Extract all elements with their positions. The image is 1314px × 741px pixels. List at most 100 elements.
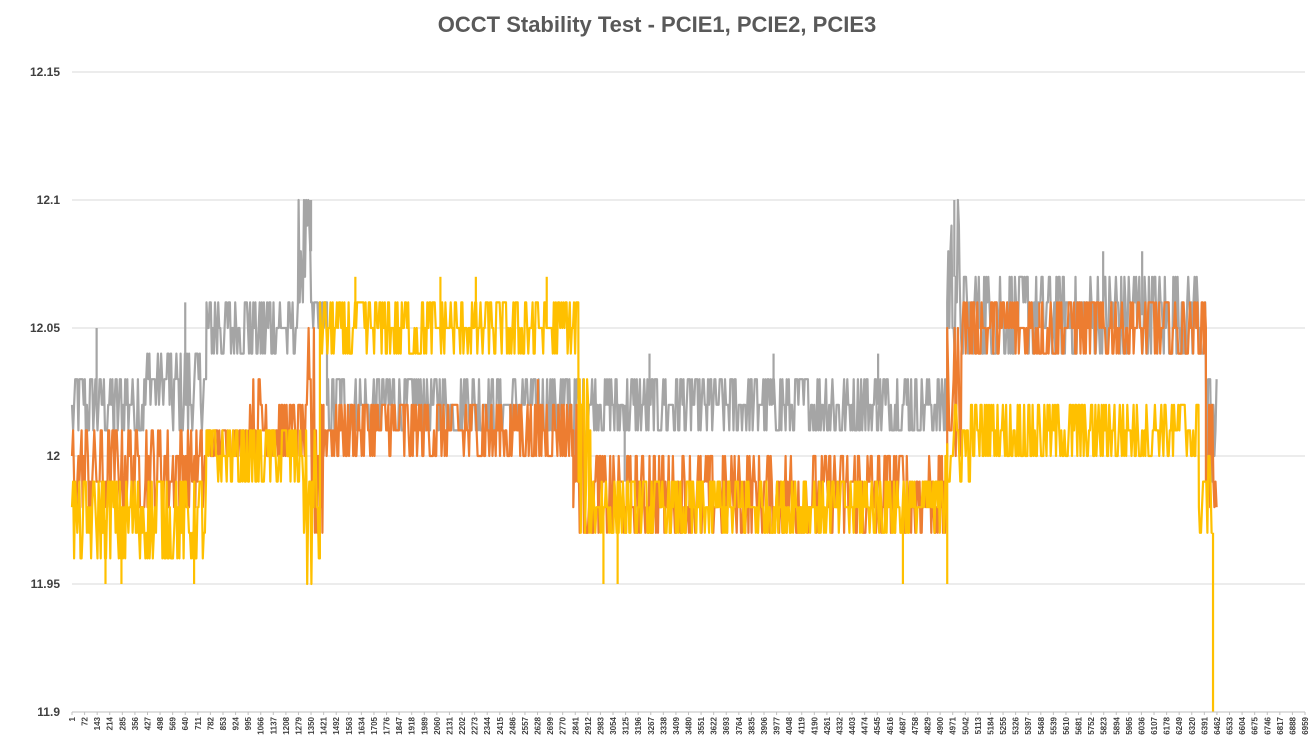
y-tick-label: 12.15	[30, 65, 60, 79]
x-tick-label: 1492	[332, 716, 341, 734]
x-tick-label: 6178	[1163, 716, 1172, 734]
x-tick-label: 4261	[823, 716, 832, 734]
x-tick-label: 2202	[458, 716, 467, 734]
series-2-line	[70, 301, 1218, 534]
x-tick-label: 427	[143, 716, 152, 730]
x-tick-label: 924	[232, 716, 241, 730]
x-tick-label: 2628	[534, 716, 543, 734]
x-tick-label: 6107	[1150, 716, 1159, 734]
x-tick-label: 6675	[1251, 716, 1260, 734]
x-tick-label: 3125	[622, 716, 631, 734]
x-tick-label: 569	[169, 716, 178, 730]
x-tick-label: 995	[244, 716, 253, 730]
x-tick-label: 5184	[986, 716, 995, 734]
x-tick-label: 4687	[898, 716, 907, 734]
x-tick-label: 2770	[559, 716, 568, 734]
x-tick-label: 5042	[961, 716, 970, 734]
x-tick-label: 4971	[949, 716, 958, 734]
x-tick-label: 5894	[1112, 716, 1121, 734]
x-tick-label: 1918	[408, 716, 417, 734]
x-tick-label: 2699	[546, 716, 555, 734]
y-tick-label: 11.95	[31, 577, 61, 591]
x-tick-label: 3196	[634, 716, 643, 734]
x-tick-label: 4048	[785, 716, 794, 734]
x-tick-label: 143	[93, 716, 102, 730]
y-tick-label: 12.1	[37, 193, 61, 207]
x-tick-label: 3409	[672, 716, 681, 734]
x-tick-label: 498	[156, 716, 165, 730]
x-tick-label: 6817	[1276, 716, 1285, 734]
x-tick-label: 1705	[370, 716, 379, 734]
x-tick-label: 2415	[496, 716, 505, 734]
x-tick-label: 5823	[1100, 716, 1109, 734]
x-tick-label: 2344	[483, 716, 492, 734]
x-tick-label: 6391	[1200, 716, 1209, 734]
x-tick-label: 3551	[697, 716, 706, 734]
x-tick-label: 1989	[420, 716, 429, 734]
x-tick-label: 285	[118, 716, 127, 730]
y-tick-label: 12	[47, 449, 61, 463]
x-tick-label: 5397	[1024, 716, 1033, 734]
x-tick-label: 2060	[433, 716, 442, 734]
x-tick-label: 72	[81, 716, 90, 725]
x-tick-label: 2557	[521, 716, 530, 734]
x-tick-label: 1	[68, 716, 77, 721]
x-tick-label: 5326	[1012, 716, 1021, 734]
x-tick-label: 214	[106, 716, 115, 730]
x-tick-label: 6036	[1137, 716, 1146, 734]
x-tick-label: 2131	[445, 716, 454, 734]
x-tick-label: 1066	[257, 716, 266, 734]
x-tick-label: 3054	[609, 716, 618, 734]
x-tick-label: 6462	[1213, 716, 1222, 734]
x-tick-label: 2983	[596, 716, 605, 734]
x-tick-label: 6746	[1263, 716, 1272, 734]
x-tick-label: 1279	[294, 716, 303, 734]
x-tick-label: 4332	[835, 716, 844, 734]
x-tick-label: 6888	[1288, 716, 1297, 734]
x-axis-tick-labels: 1 72 143 214 285 356 427 498 569 640 711 782 853 924 9…	[68, 712, 1310, 735]
x-tick-label: 5113	[974, 716, 983, 734]
x-tick-label: 3622	[710, 716, 719, 734]
x-tick-label: 5965	[1125, 716, 1134, 734]
x-tick-label: 6959	[1301, 716, 1310, 734]
x-tick-label: 3906	[760, 716, 769, 734]
x-tick-label: 4900	[936, 716, 945, 734]
x-tick-label: 1776	[383, 716, 392, 734]
x-tick-label: 1563	[345, 716, 354, 734]
x-tick-label: 640	[181, 716, 190, 730]
x-tick-label: 782	[206, 716, 215, 730]
x-tick-label: 2912	[584, 716, 593, 734]
x-tick-label: 4403	[848, 716, 857, 734]
y-tick-label: 11.9	[37, 705, 60, 719]
x-tick-label: 4758	[911, 716, 920, 734]
x-tick-label: 2841	[571, 716, 580, 734]
x-tick-label: 2486	[508, 716, 517, 734]
x-tick-label: 4190	[810, 716, 819, 734]
x-tick-label: 3835	[747, 716, 756, 734]
chart-title: OCCT Stability Test - PCIE1, PCIE2, PCIE…	[438, 12, 876, 37]
x-tick-label: 5255	[999, 716, 1008, 734]
x-tick-label: 5752	[1087, 716, 1096, 734]
x-tick-label: 356	[131, 716, 140, 730]
x-tick-label: 6249	[1175, 716, 1184, 734]
x-tick-label: 6604	[1238, 716, 1247, 734]
x-tick-label: 1847	[395, 716, 404, 734]
x-tick-label: 3977	[773, 716, 782, 734]
x-tick-label: 2273	[471, 716, 480, 734]
x-tick-label: 5610	[1062, 716, 1071, 734]
x-tick-label: 5539	[1049, 716, 1058, 734]
series-3-line	[70, 301, 1213, 586]
x-tick-label: 1634	[357, 716, 366, 734]
x-tick-label: 6320	[1188, 716, 1197, 734]
x-tick-label: 4829	[924, 716, 933, 734]
x-tick-label: 4119	[798, 716, 807, 734]
x-tick-label: 4545	[873, 716, 882, 734]
x-tick-label: 6533	[1226, 716, 1235, 734]
x-tick-label: 4616	[886, 716, 895, 734]
x-tick-label: 1137	[269, 716, 278, 734]
y-tick-label: 12.05	[30, 321, 60, 335]
y-axis-tick-labels: 11.9 11.95 12 12.05 12.1 12.15	[30, 65, 60, 719]
x-tick-label: 5468	[1037, 716, 1046, 734]
